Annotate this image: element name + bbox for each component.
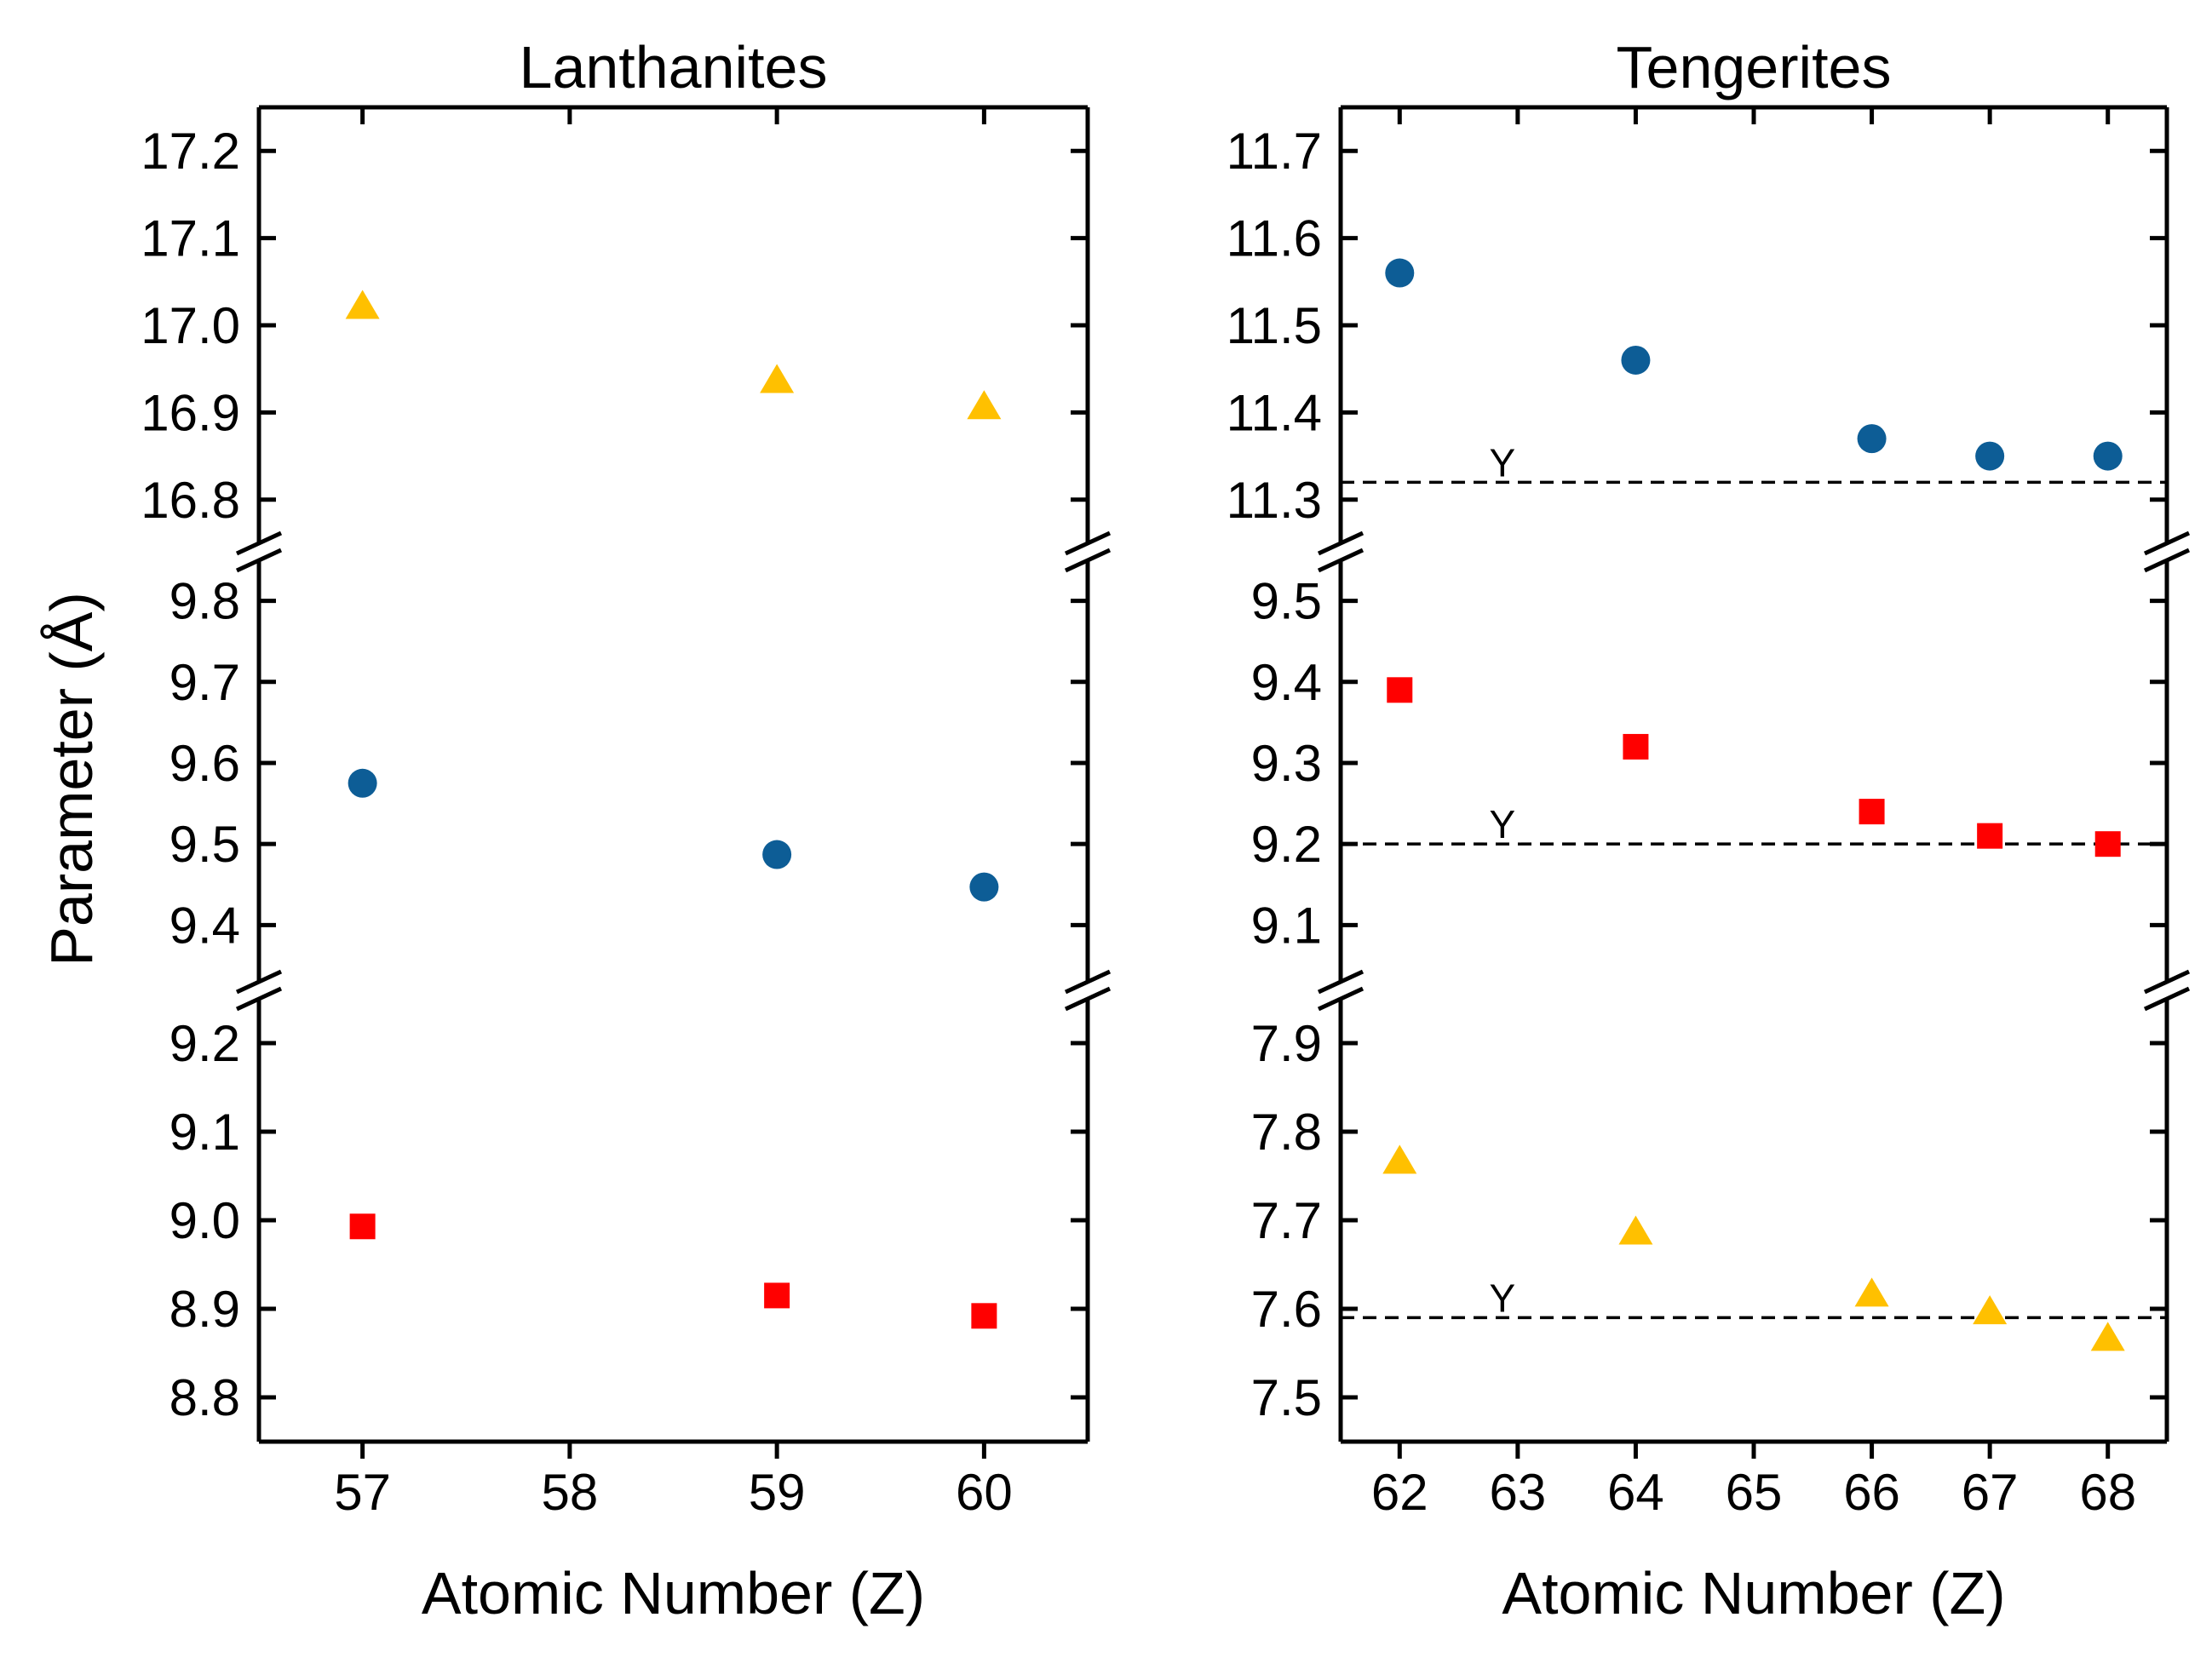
data-point-square	[764, 1282, 790, 1309]
panel-title: Lanthanites	[520, 34, 828, 100]
axis-break-mark	[1064, 969, 1112, 995]
y-tick-label: 9.4	[1251, 654, 1322, 711]
x-tick-label: 57	[334, 1464, 391, 1521]
y-tick-label: 9.3	[1251, 735, 1322, 792]
y-tick-label: 9.4	[169, 897, 240, 954]
data-point-square	[1859, 799, 1885, 825]
data-point-square	[1387, 677, 1413, 703]
y-tick-label: 17.2	[141, 123, 240, 180]
y-tick-label: 9.6	[169, 735, 240, 792]
x-axis-title: Atomic Number (Z)	[1502, 1560, 2005, 1626]
y-tick-label: 11.3	[1227, 472, 1322, 529]
y-tick-label: 11.7	[1227, 123, 1322, 180]
data-point-triangle	[1618, 1215, 1653, 1245]
y-tick-label: 8.8	[169, 1369, 240, 1426]
panels: Lanthanites 57 58 59 60 Atomic Number (Z) 16.8…	[141, 34, 2191, 1626]
panel-title: Tengerites	[1617, 34, 1892, 100]
axis-break-mark	[1317, 986, 1365, 1012]
x-tick-label: 63	[1489, 1464, 1546, 1521]
y-tick-label: 9.1	[1251, 897, 1322, 954]
x-tick-label: 65	[1726, 1464, 1783, 1521]
y-tick-label: 9.2	[1251, 816, 1322, 873]
axis-break-mark	[235, 986, 283, 1012]
axis-break-mark	[1064, 531, 1112, 556]
data-point-triangle	[760, 364, 795, 393]
y-tick-label: 7.6	[1251, 1281, 1322, 1338]
reference-label-bg	[1483, 441, 1521, 481]
y-tick-label: 11.5	[1227, 297, 1322, 354]
reference-line-label: Y	[1489, 1276, 1515, 1320]
y-tick-label: 7.8	[1251, 1104, 1322, 1161]
panel-1: Lanthanites 57 58 59 60 Atomic Number (Z) 16.8…	[141, 34, 1112, 1626]
axis-break-mark	[1317, 548, 1365, 573]
y-tick-label: 9.2	[169, 1015, 240, 1072]
y-tick-label: 17.1	[141, 210, 240, 267]
data-point-square	[971, 1303, 997, 1329]
data-point-circle	[1857, 424, 1887, 454]
data-point-circle	[1621, 345, 1651, 375]
axis-break-mark	[235, 548, 283, 573]
x-tick-label: 62	[1371, 1464, 1428, 1521]
y-tick-label: 11.4	[1227, 384, 1322, 441]
axis-break-mark	[2143, 969, 2191, 995]
y-tick-label: 16.9	[141, 384, 240, 441]
data-point-circle	[2093, 441, 2123, 471]
y-tick-label: 9.8	[169, 573, 240, 630]
data-point-square	[1623, 733, 1649, 760]
data-point-triangle	[1973, 1295, 2008, 1325]
axis-break-mark	[1064, 548, 1112, 573]
x-tick-label: 68	[2079, 1464, 2136, 1521]
y-tick-label: 7.7	[1251, 1192, 1322, 1249]
y-tick-label: 17.0	[141, 297, 240, 354]
reference-label-bg	[1483, 803, 1521, 843]
axis-break-mark	[2143, 531, 2191, 556]
data-point-square	[1977, 823, 2003, 849]
axis-break-mark	[2143, 548, 2191, 573]
data-point-square	[2094, 831, 2121, 857]
axis-break-mark	[2143, 986, 2191, 1012]
axis-break-mark	[1317, 969, 1365, 995]
data-point-circle	[348, 768, 377, 798]
axis-break-mark	[235, 969, 283, 995]
y-axis-title: Parameter (Å)	[38, 592, 105, 966]
data-point-square	[349, 1213, 376, 1240]
data-point-triangle	[2090, 1322, 2125, 1351]
y-tick-label: 9.7	[169, 654, 240, 711]
x-tick-label: 59	[749, 1464, 806, 1521]
y-tick-label: 9.1	[169, 1104, 240, 1161]
reference-label-bg	[1483, 1276, 1521, 1316]
axis-break-mark	[235, 531, 283, 556]
y-tick-label: 16.8	[141, 472, 240, 529]
y-tick-label: 7.9	[1251, 1015, 1322, 1072]
data-point-circle	[969, 872, 999, 902]
data-point-circle	[1385, 258, 1415, 288]
data-point-circle	[1975, 441, 2005, 471]
axis-break-mark	[1317, 531, 1365, 556]
data-point-triangle	[1382, 1144, 1417, 1174]
axis-break-mark	[1064, 986, 1112, 1012]
data-point-triangle	[345, 290, 380, 319]
y-tick-label: 9.5	[169, 816, 240, 873]
y-tick-label: 11.6	[1227, 210, 1322, 267]
x-tick-label: 66	[1843, 1464, 1900, 1521]
data-point-circle	[762, 840, 792, 869]
y-tick-label: 7.5	[1251, 1369, 1322, 1426]
reference-line-label: Y	[1489, 802, 1515, 846]
y-tick-label: 9.5	[1251, 573, 1322, 630]
data-point-triangle	[967, 390, 1002, 420]
x-tick-label: 60	[956, 1464, 1013, 1521]
panel-2: Tengerites 62 63 64 65 66 67 68 Atomic Number (Z…	[1227, 34, 2191, 1626]
y-tick-label: 9.0	[169, 1192, 240, 1249]
y-tick-label: 8.9	[169, 1281, 240, 1338]
x-axis-title: Atomic Number (Z)	[422, 1560, 925, 1626]
x-tick-label: 64	[1607, 1464, 1664, 1521]
reference-line-label: Y	[1489, 440, 1515, 485]
x-tick-label: 58	[542, 1464, 599, 1521]
data-point-triangle	[1854, 1277, 1889, 1307]
x-tick-label: 67	[1962, 1464, 2019, 1521]
